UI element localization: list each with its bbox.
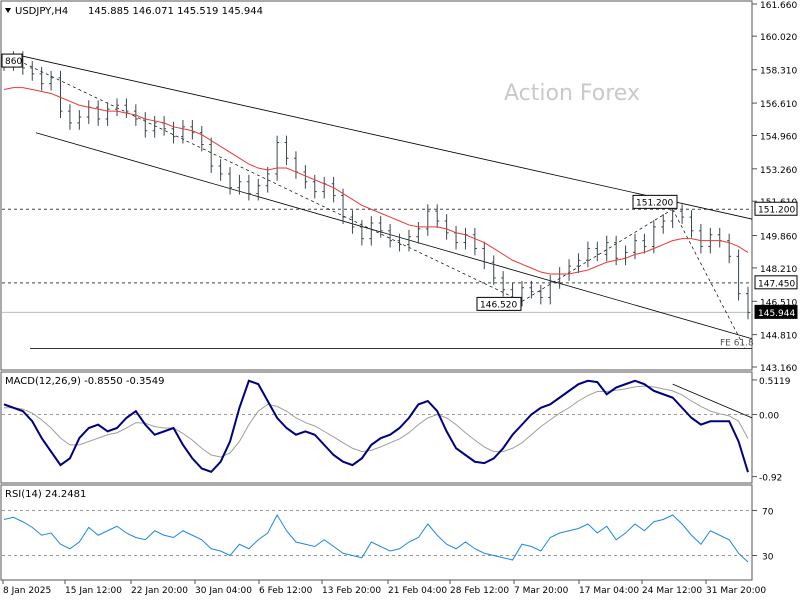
time-tick-label: 7 Mar 20:00 (514, 586, 569, 596)
price-tick-label: 156.610 (760, 100, 797, 110)
time-tick-label: 8 Jan 2025 (3, 586, 51, 596)
level-price-box (754, 275, 798, 290)
price-tick-label: 154.960 (760, 132, 797, 142)
price-tick-label: 143.160 (760, 364, 797, 374)
time-tick-label: 21 Feb 04:00 (388, 586, 447, 596)
panel-frames (0, 0, 753, 581)
rsi-grid (2, 510, 752, 556)
swing-high-label-text: 860 (5, 57, 22, 67)
time-tick-label: 30 Jan 04:00 (195, 586, 252, 596)
level-price-label: 151.200 (758, 206, 795, 216)
rsi-tick-label: 30 (762, 553, 774, 563)
level-price-box (754, 304, 798, 319)
rsi-label: RSI(14) 24.2481 (5, 489, 86, 500)
time-tick-label: 6 Feb 12:00 (259, 586, 313, 596)
macd-axis: 0.5119 0.00 -0.92 (752, 377, 791, 484)
level-price-label: 145.944 (758, 309, 795, 319)
macd-tick-label: -0.92 (759, 474, 782, 484)
macd-series (3, 379, 753, 474)
fib-line-1 (13, 57, 523, 302)
price-tick-label: 149.860 (760, 233, 797, 243)
trend-lines (13, 55, 753, 349)
time-tick-label: 31 Mar 20:00 (706, 586, 766, 596)
price-axis: 161.660 160.020 158.310 156.610 154.960 153.2… (752, 1, 798, 374)
macd-panel-frame (0, 371, 753, 484)
swing-high-2-label-box (632, 194, 678, 209)
price-tick-label: 161.660 (760, 1, 797, 11)
macd-main-line (3, 379, 749, 474)
time-tick-label: 17 Mar 04:00 (579, 586, 639, 596)
price-tick-label: 158.310 (760, 67, 797, 77)
channel-lower-line (35, 132, 753, 340)
macd-trend-line (672, 383, 753, 419)
rsi-series (3, 513, 749, 563)
price-panel-frame (0, 0, 753, 371)
symbol-label: USDJPY,H4 (15, 6, 68, 17)
price-tick-label: 153.260 (760, 166, 797, 176)
macd-signal-line (4, 385, 749, 458)
swing-low-label-box (476, 296, 522, 311)
rsi-axis: 70 30 (752, 508, 774, 563)
macd-tick-label: 0.00 (759, 412, 779, 422)
level-price-label: 147.450 (758, 279, 795, 289)
time-tick-label: 28 Feb 12:00 (450, 586, 509, 596)
level-price-box (754, 201, 798, 216)
time-tick-label: 15 Jan 12:00 (65, 586, 122, 596)
time-tick-label: 13 Feb 20:00 (322, 586, 381, 596)
moving-average-line (3, 87, 749, 275)
time-tick-label: 22 Jan 20:00 (131, 586, 188, 596)
price-annotations: FE 61.8 860 151.200 146.520 (1, 53, 754, 349)
swing-high-label-box (1, 53, 23, 68)
price-tick-label: 146.510 (760, 298, 797, 308)
time-tick-label: 24 Mar 12:00 (642, 586, 702, 596)
price-grid (2, 208, 752, 350)
macd-label: MACD(12,26,9) -0.8550 -0.3549 (5, 376, 165, 387)
swing-high-2-label-text: 151.200 (636, 198, 673, 208)
channel-upper-line (22, 55, 753, 220)
fe-level-label: FE 61.8 (720, 339, 754, 349)
fib-line-3 (672, 209, 746, 349)
rsi-tick-label: 70 (762, 508, 774, 518)
price-tick-label: 144.810 (760, 332, 797, 342)
macd-tick-label: 0.5119 (759, 377, 791, 387)
watermark-text: Action Forex (504, 81, 640, 106)
time-axis: 8 Jan 2025 15 Jan 12:00 22 Jan 20:00 30 Jan… (2, 580, 766, 596)
price-series (2, 51, 750, 320)
collapse-triangle-icon[interactable] (5, 8, 11, 13)
price-tick-label: 148.210 (760, 265, 797, 275)
ohlc-values: 145.885 146.071 145.519 145.944 (88, 6, 263, 17)
rsi-line (3, 513, 749, 563)
swing-low-label-text: 146.520 (480, 300, 517, 310)
price-tick-label: 160.020 (760, 33, 797, 43)
rsi-panel-frame (0, 484, 753, 581)
